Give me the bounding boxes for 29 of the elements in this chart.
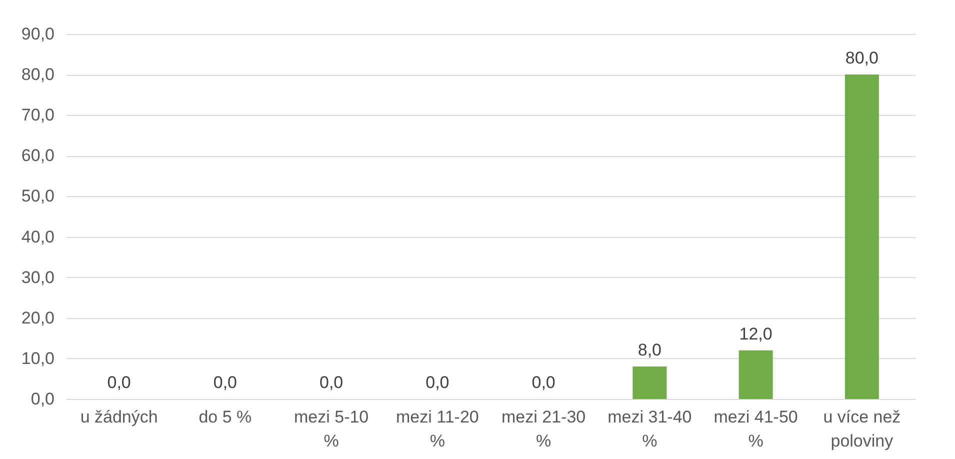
y-tick-label: 40,0 [21, 227, 54, 246]
y-tick-label: 0,0 [30, 390, 54, 408]
y-tick-label: 60,0 [21, 146, 54, 166]
data-label: 80,0 [845, 48, 878, 68]
y-tick-label: 10,0 [21, 348, 54, 368]
data-label: 0,0 [319, 373, 344, 392]
x-tick-label: do 5 % [198, 408, 252, 426]
x-tick-label: u více než poloviny [823, 408, 901, 450]
y-tick-label: 70,0 [21, 106, 54, 125]
y-tick-label: 90,0 [21, 24, 54, 44]
data-label: 0,0 [107, 373, 131, 392]
y-tick-label: 30,0 [21, 268, 54, 287]
x-tick-label: mezi 11-20 % [396, 408, 479, 450]
data-label: 0,0 [213, 373, 238, 392]
bar [844, 74, 879, 399]
y-tick-label: 50,0 [21, 186, 54, 206]
y-tick-label: 80,0 [21, 65, 54, 84]
x-tick-label: u žádných [80, 408, 158, 426]
bar [738, 350, 773, 399]
data-label: 12,0 [739, 324, 772, 344]
x-tick-label: mezi 21-30 % [502, 408, 586, 450]
x-tick-label: mezi 5-10 % [294, 408, 369, 450]
data-label: 0,0 [532, 373, 556, 392]
y-tick-label: 20,0 [21, 308, 54, 328]
data-label: 8,0 [638, 340, 662, 360]
bar [632, 366, 667, 399]
x-tick-label: mezi 41-50 % [714, 408, 798, 450]
data-label: 0,0 [426, 373, 450, 392]
x-tick-label: mezi 31-40 % [608, 408, 692, 450]
